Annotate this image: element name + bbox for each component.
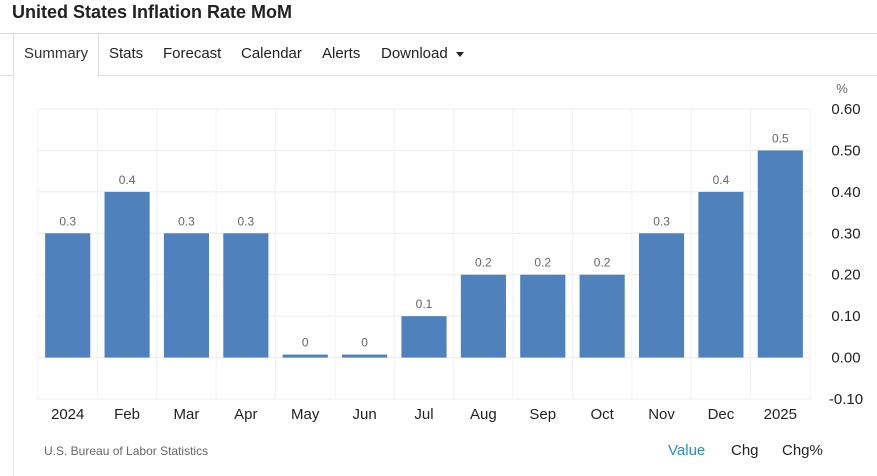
x-tick-label: Feb bbox=[114, 406, 140, 423]
data-label: 0.2 bbox=[475, 256, 492, 270]
y-tick-label: 0.60 bbox=[831, 101, 860, 118]
bar-chart: 0.30.40.3 0.30 00.10.2 0.2 0.20.30.40.5 2024… bbox=[37, 81, 863, 423]
x-tick-label: Nov bbox=[648, 406, 675, 423]
toggle-value[interactable]: Value bbox=[668, 442, 706, 459]
x-tick-label: May bbox=[291, 406, 320, 423]
chart: 0.3 0.4 0.3 0.3 0 0 0.1 0.2 0.2 0.2 0.3 0.4 0.5 2024… bbox=[0, 76, 877, 436]
y-tick-label: 0.20 bbox=[831, 267, 860, 284]
y-tick-label: 0.30 bbox=[831, 225, 860, 242]
x-tick-label: Apr bbox=[234, 406, 257, 423]
x-tick-labels: 2024 Feb Mar Apr May Jun Jul Aug Sep Oct Nov Dec 202… bbox=[51, 406, 797, 423]
caret-down-icon bbox=[455, 51, 464, 57]
x-tick-label: Sep bbox=[529, 406, 556, 423]
bar bbox=[579, 274, 625, 358]
source-note: U.S. Bureau of Labor Statistics bbox=[44, 444, 209, 458]
bar bbox=[342, 354, 388, 358]
y-axis-unit: % bbox=[836, 81, 848, 96]
x-tick-label: 2025 bbox=[764, 406, 797, 423]
x-tick-label: Dec bbox=[708, 406, 735, 423]
page-title: United States Inflation Rate MoM bbox=[12, 2, 293, 22]
tab-bar: Summary Stats Forecast Calendar Alerts D… bbox=[0, 33, 877, 77]
bar bbox=[45, 233, 91, 358]
x-tick-label: Mar bbox=[174, 406, 200, 423]
tab-alerts[interactable]: Alerts bbox=[322, 45, 361, 62]
x-tick-label: Jul bbox=[414, 406, 433, 423]
bar bbox=[282, 354, 328, 358]
y-tick-label: 0.50 bbox=[831, 142, 860, 159]
x-tick-label: Oct bbox=[590, 406, 614, 423]
panel-border bbox=[13, 76, 14, 476]
bar bbox=[638, 233, 685, 358]
tab-download-label: Download bbox=[381, 45, 448, 62]
toggle-chg[interactable]: Chg bbox=[731, 442, 759, 459]
data-label: 0.5 bbox=[772, 131, 789, 145]
x-tick-label: Jun bbox=[353, 406, 377, 423]
toggle-chg-percent[interactable]: Chg% bbox=[782, 442, 823, 459]
x-tick-label: Aug bbox=[470, 406, 497, 423]
data-label: 0.2 bbox=[594, 256, 611, 270]
bar bbox=[104, 191, 150, 358]
data-label: 0.4 bbox=[119, 173, 136, 187]
data-label: 0.3 bbox=[178, 214, 195, 228]
data-label: 0.3 bbox=[653, 214, 670, 228]
bar bbox=[401, 316, 447, 358]
data-label: 0.2 bbox=[534, 256, 551, 270]
y-tick-labels: -0.10 0.00 0.10 0.20 0.30 0.40 0.50 0.60 bbox=[829, 101, 863, 408]
data-labels: 0.3 0.4 0.3 0.3 0 0 0.1 0.2 0.2 0.2 0.3 0.4 0.5 bbox=[59, 131, 789, 349]
tab-summary[interactable]: Summary bbox=[13, 34, 100, 77]
data-label: 0.1 bbox=[416, 297, 433, 311]
x-tick-label: 2024 bbox=[51, 406, 84, 423]
tab-forecast[interactable]: Forecast bbox=[163, 45, 222, 62]
y-tick-label: 0.10 bbox=[831, 308, 860, 325]
tab-download[interactable]: Download bbox=[381, 34, 464, 76]
data-label: 0 bbox=[302, 336, 309, 350]
tab-calendar[interactable]: Calendar bbox=[241, 45, 302, 62]
data-label: 0.3 bbox=[59, 214, 76, 228]
data-label: 0.4 bbox=[713, 173, 730, 187]
bar bbox=[757, 150, 803, 358]
tab-stats[interactable]: Stats bbox=[109, 45, 144, 62]
bars bbox=[45, 150, 803, 358]
bar bbox=[163, 233, 210, 358]
y-tick-label: 0.00 bbox=[831, 350, 860, 367]
y-tick-label: 0.40 bbox=[831, 184, 860, 201]
bar bbox=[223, 233, 269, 358]
bar bbox=[460, 274, 506, 358]
y-tick-label: -0.10 bbox=[829, 391, 863, 408]
data-label: 0.3 bbox=[238, 214, 255, 228]
bar bbox=[520, 274, 566, 358]
bar bbox=[698, 191, 744, 358]
data-label: 0 bbox=[361, 336, 368, 350]
